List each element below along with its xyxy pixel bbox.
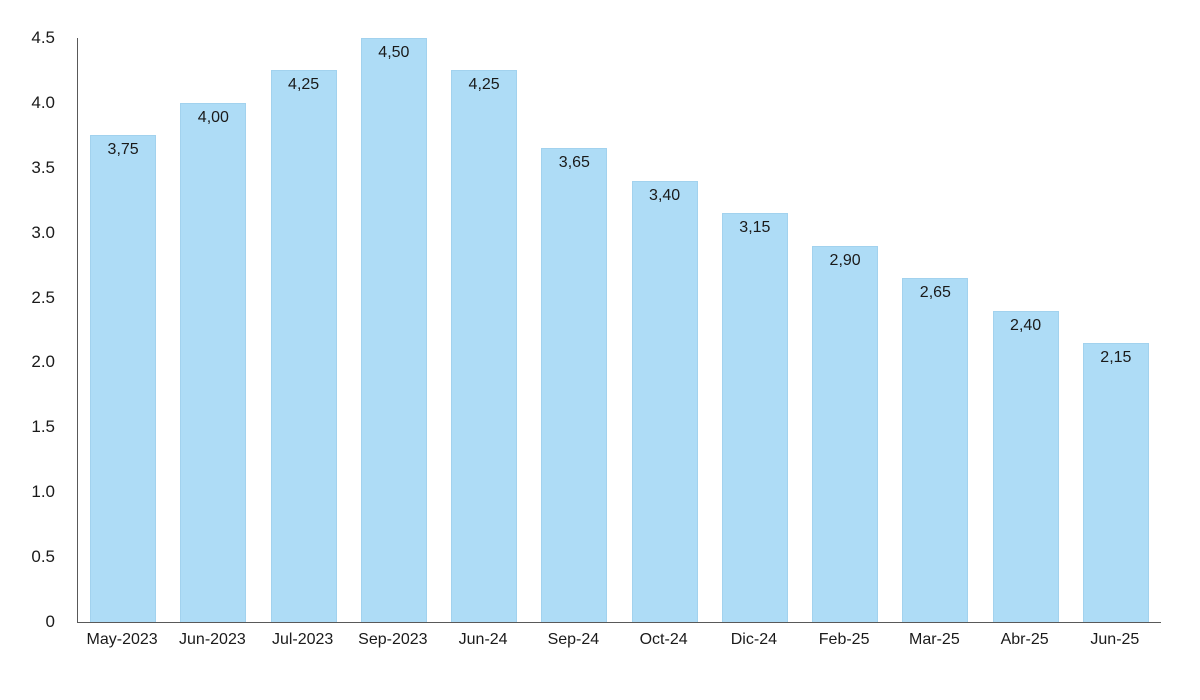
bar-value-label: 2,90	[829, 251, 861, 269]
x-axis-tick-label: May-2023	[86, 631, 158, 648]
bar: 2,40	[992, 310, 1059, 622]
y-axis-tick-label: 1.0	[31, 482, 55, 502]
bar-slot: 4,50	[349, 38, 439, 622]
x-axis-tick-label: Dic-24	[730, 631, 777, 648]
bar-slot: 2,65	[890, 38, 980, 622]
bars-row: 3,75 4,00 4,25 4,50 4,25 3,65 3,40 3,15 2,90 2,65…	[78, 38, 1161, 622]
bar-value-label: 4,00	[197, 108, 229, 126]
bar: 4,25	[451, 70, 518, 622]
bar-slot: 3,15	[710, 38, 800, 622]
y-axis-tick-label: 4.0	[31, 92, 55, 112]
bar-slot: 2,90	[800, 38, 890, 622]
bar: 4,50	[360, 38, 427, 622]
bar-slot: 3,40	[620, 38, 710, 622]
x-axis-tick-label: Jun-24	[458, 631, 508, 648]
y-axis-tick-label: 2.0	[31, 352, 55, 372]
y-axis-tick-label: 3.0	[31, 222, 55, 242]
bar: 3,75	[90, 135, 157, 622]
bar-value-label: 2,40	[1010, 316, 1042, 334]
y-axis-tick-label: 0.5	[31, 547, 55, 567]
bar-value-label: 3,75	[107, 141, 139, 159]
plot-area: 3,75 4,00 4,25 4,50 4,25 3,65 3,40 3,15 2,90 2,65…	[77, 38, 1161, 623]
y-axis: 4.5 4.0 3.5 3.0 2.5 2.0 1.5 1.0 0.5 0	[0, 28, 65, 631]
bar-value-label: 4,25	[468, 76, 500, 94]
x-axis-tick-label: Feb-25	[818, 631, 870, 648]
bar: 3,65	[541, 148, 608, 622]
bar: 3,15	[721, 213, 788, 622]
bar-value-label: 3,15	[739, 219, 771, 237]
bar: 2,15	[1082, 342, 1149, 622]
x-axis-tick-label: Jun-25	[1090, 631, 1140, 648]
bar: 3,40	[631, 180, 698, 622]
bar: 2,90	[812, 245, 879, 622]
y-axis-tick-label: 2.5	[31, 287, 55, 307]
bar: 4,25	[270, 70, 337, 622]
bar-value-label: 4,25	[288, 76, 320, 94]
y-axis-tick-label: 1.5	[31, 417, 55, 437]
y-axis-tick-label: 4.5	[31, 28, 55, 47]
bar-slot: 2,15	[1071, 38, 1161, 622]
bar-slot: 2,40	[981, 38, 1071, 622]
y-axis-tick-label: 0	[45, 612, 55, 631]
x-axis-tick-label: Abr-25	[1000, 631, 1049, 648]
bar-value-label: 2,15	[1100, 348, 1132, 366]
y-axis-tick-label: 3.5	[31, 157, 55, 177]
x-axis-tick-label: Oct-24	[639, 631, 688, 648]
x-axis-labels: May-2023 Jun-2023 Jul-2023 Sep-2023 Jun-24 Se…	[77, 631, 1160, 649]
x-axis-tick-label: Jul-2023	[271, 631, 334, 648]
x-axis-tick-label: Mar-25	[909, 631, 960, 648]
x-axis-tick-label: Sep-2023	[358, 631, 428, 648]
bar-slot: 3,65	[529, 38, 619, 622]
bar-value-label: 3,65	[558, 154, 590, 172]
bar-slot: 3,75	[78, 38, 168, 622]
x-axis-tick-label: Sep-24	[547, 631, 600, 648]
bar-slot: 4,25	[259, 38, 349, 622]
bar: 2,65	[902, 278, 969, 622]
bar-value-label: 3,40	[649, 186, 681, 204]
bar-slot: 4,00	[168, 38, 258, 622]
bar-value-label: 4,50	[378, 44, 410, 61]
x-axis-tick-label: Jun-2023	[179, 631, 246, 648]
bar-slot: 4,25	[439, 38, 529, 622]
bar: 4,00	[180, 102, 247, 622]
bar-value-label: 2,65	[919, 284, 951, 302]
